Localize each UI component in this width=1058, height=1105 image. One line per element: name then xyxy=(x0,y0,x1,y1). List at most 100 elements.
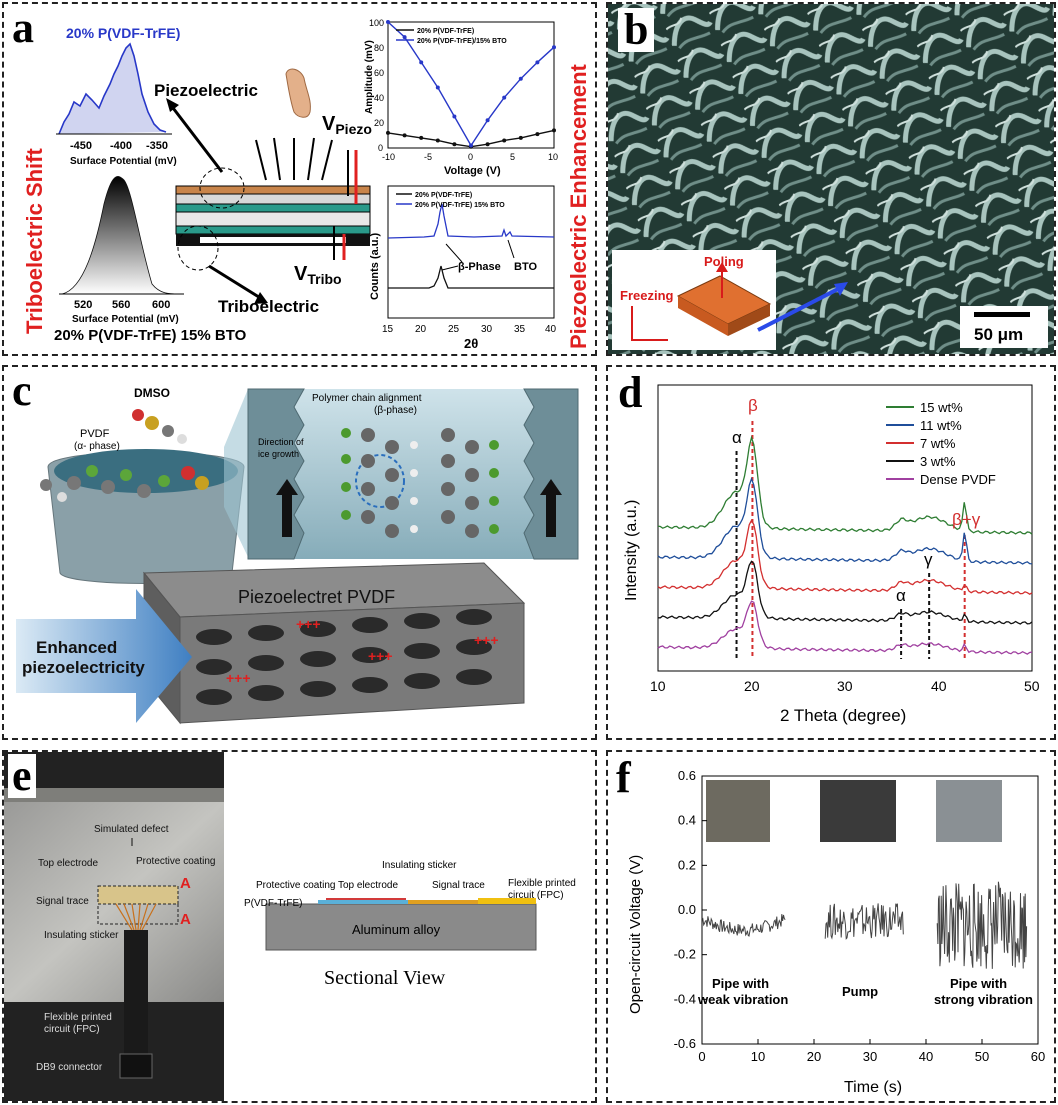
plus-signs: +++ xyxy=(296,616,321,632)
xrd-chart-d: 15 wt% 11 wt% 7 wt% 3 wt% Dense PVDF 10 20 3… xyxy=(623,384,1040,725)
beta-pointer xyxy=(445,243,463,263)
molecule-atoms xyxy=(40,409,209,502)
amp-legend-entry: 20% P(VDF-TrFE) xyxy=(417,28,474,35)
x-tick-label: 50 xyxy=(975,1049,989,1064)
sec-protective-label: Protective coating xyxy=(256,880,336,891)
fpc-label: circuit (FPC) xyxy=(44,1024,100,1035)
legend-entry: 11 wt% xyxy=(920,418,962,433)
amp-point xyxy=(452,142,457,147)
amp-point xyxy=(518,135,523,140)
device-layer-light xyxy=(175,211,371,227)
enhanced-arrow xyxy=(16,589,192,723)
piezoelectret-label: Piezoelectret PVDF xyxy=(238,587,395,607)
signal-trace-film xyxy=(408,900,478,904)
device-layer-teal xyxy=(175,203,371,213)
panel-label-f: f xyxy=(616,753,631,802)
panel-f: 0.6 0.4 0.2 0.0 -0.2 -0.4 -0.6 0 10 20 30 40 50 60 Op… xyxy=(606,750,1056,1103)
amp-ytick: 80 xyxy=(374,43,384,53)
freezing-arrow xyxy=(631,306,668,341)
piezo-arrow-head xyxy=(166,98,179,112)
xrd-ylabel: Counts (a.u.) xyxy=(369,232,381,300)
press-arrow xyxy=(255,139,267,181)
marker-a-top: A xyxy=(180,875,191,892)
press-arrow xyxy=(307,137,315,181)
sec-fpc-label: circuit (FPC) xyxy=(508,890,564,901)
slab-pores xyxy=(196,609,492,705)
amp-xtick: -5 xyxy=(424,152,432,162)
panel-label-b: b xyxy=(618,8,655,52)
amp-point xyxy=(502,95,507,100)
enhanced-label: piezoelectricity xyxy=(22,658,145,677)
insulating-sticker-label: Insulating sticker xyxy=(44,930,119,941)
top-electrode-film xyxy=(326,898,406,900)
pvdf-phase-label: (α- phase) xyxy=(74,441,120,452)
xrd-legend-entry: 20% P(VDF-TrFE) xyxy=(415,192,472,199)
db9-label: DB9 connector xyxy=(36,1062,103,1073)
enhanced-label: Enhanced xyxy=(36,638,117,657)
series-line xyxy=(657,435,1033,535)
panel-e: A A Simulated defect Top electrode Prote… xyxy=(2,750,597,1103)
y-tick-label: -0.4 xyxy=(674,991,696,1006)
beta-pointer xyxy=(441,265,459,271)
xrd-xtick: 20 xyxy=(415,324,427,335)
condition-label: weak vibration xyxy=(697,992,788,1007)
voltage-signal xyxy=(936,881,1028,969)
pvdf-label: PVDF xyxy=(80,428,110,440)
ice-growth-label: Direction of xyxy=(258,437,304,447)
fpc-cable xyxy=(124,930,148,1054)
ice-growth-arrow-right-head xyxy=(540,479,562,495)
xrd-xtick: 25 xyxy=(448,324,460,335)
sec-fpc-label: Flexible printed xyxy=(508,878,576,889)
sample-block-front xyxy=(678,296,728,336)
sec-insulating-label: Insulating sticker xyxy=(382,860,457,871)
sample-block-side xyxy=(728,304,770,336)
bottom-hist-tick: 520 xyxy=(74,299,92,311)
amp-xtick: 10 xyxy=(548,152,558,162)
series-line xyxy=(657,476,1033,565)
x-axis-label: 2 Theta (degree) xyxy=(780,706,906,725)
bottom-hist-tick: 560 xyxy=(112,299,130,311)
xtick: 30 xyxy=(837,678,853,694)
amp-point xyxy=(485,118,490,123)
bottom-hist-xlabel: Surface Potential (mV) xyxy=(72,314,179,325)
amp-xtick: 5 xyxy=(510,152,515,162)
scalebar xyxy=(974,312,1030,317)
condition-label: Pipe with xyxy=(950,976,1007,991)
plus-signs: +++ xyxy=(226,670,251,686)
top-histogram-curve xyxy=(58,42,167,135)
y-tick-label: 0.4 xyxy=(678,813,696,828)
panel-label-c: c xyxy=(12,366,32,415)
amp-point xyxy=(518,76,523,81)
bottom-hist-title: 20% P(VDF-TrFE) 15% BTO xyxy=(54,327,247,344)
poling-arrow-head xyxy=(716,262,728,272)
x-tick-label: 40 xyxy=(919,1049,933,1064)
amp-point xyxy=(402,133,407,138)
top-hist-tick: -400 xyxy=(110,140,132,152)
sem-image: Poling Freezing 50 μm xyxy=(608,4,1054,354)
chain-atoms xyxy=(341,428,499,538)
x-tick-label: 60 xyxy=(1031,1049,1045,1064)
amp-ytick: 60 xyxy=(374,68,384,78)
marker-a-bottom: A xyxy=(180,911,191,928)
simulated-defect-label: Simulated defect xyxy=(94,824,169,835)
top-hist-tick: -450 xyxy=(70,140,92,152)
y-tick-label: 0.0 xyxy=(678,902,696,917)
ice-layers-right xyxy=(523,388,579,560)
peak-label: β+γ xyxy=(952,510,981,529)
panel-label-a: a xyxy=(12,3,34,52)
peak-label: γ xyxy=(924,550,933,569)
xrd-line-pure xyxy=(388,265,554,289)
ice-growth-arrow-left xyxy=(282,493,292,537)
triboelectric-shift-label: Triboelectric Shift xyxy=(22,148,47,334)
bto-label: BTO xyxy=(514,261,537,273)
amp-point xyxy=(535,132,540,137)
amp-point xyxy=(469,143,473,148)
amp-point xyxy=(386,130,390,135)
panel-label-d: d xyxy=(618,368,643,417)
ice-growth-arrow-left-head xyxy=(276,479,298,495)
panel-a-figure: Triboelectric Shift Piezoelectric Enhanc… xyxy=(22,18,591,351)
xtick: 50 xyxy=(1024,678,1040,694)
amplitude-chart: Amplitude (mV) Voltage (V) -10 -5 0 5 10… xyxy=(364,18,558,177)
y-tick-label: 0.2 xyxy=(678,857,696,872)
piezo-arrow xyxy=(168,103,224,173)
